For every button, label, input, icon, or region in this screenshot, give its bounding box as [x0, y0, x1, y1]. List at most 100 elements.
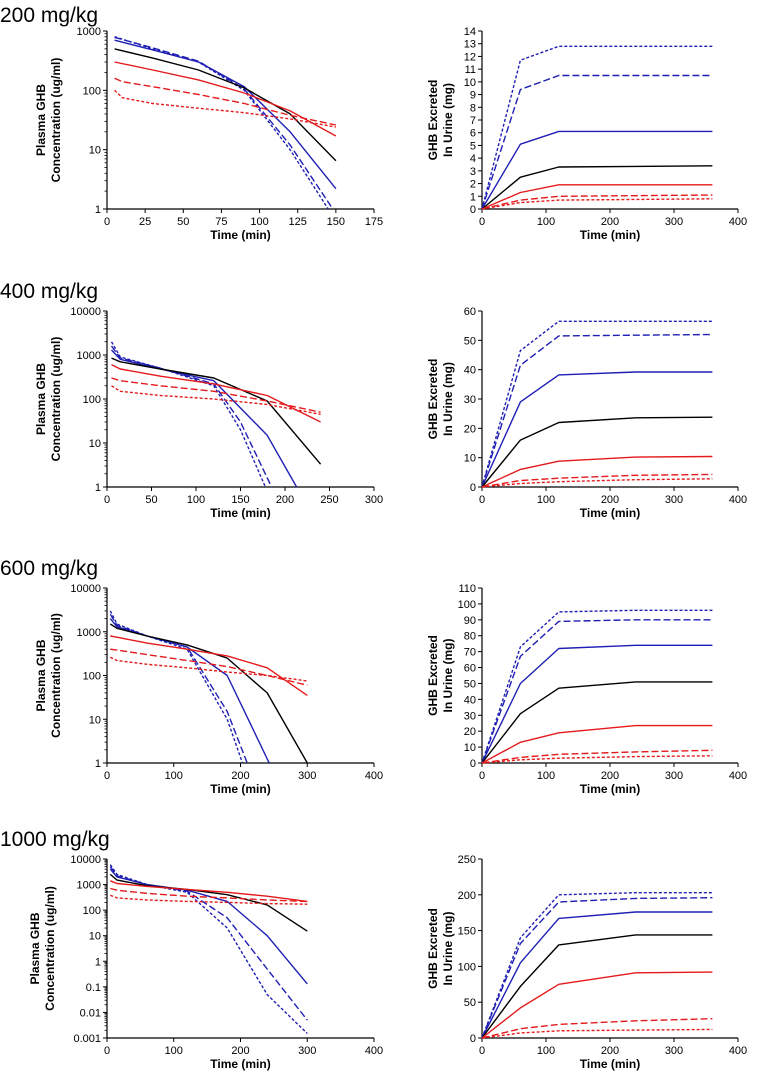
chart-u600: 0 100 200 300 400 0 10 20 30 40 50 60 70 80 90 100 110 Ti… — [426, 583, 747, 796]
series-line-blue-dot — [114, 36, 329, 210]
series-line-blue-dot — [481, 609, 713, 764]
series-line-red-dash — [481, 1018, 713, 1039]
y-tick-label: 0.001 — [73, 1033, 101, 1045]
series-line-red-dash — [110, 887, 308, 903]
y-tick-label: 100 — [83, 85, 101, 97]
x-tick-label: 400 — [729, 494, 747, 506]
y-tick-label: 4 — [470, 153, 476, 165]
y-tick-label: 10 — [464, 453, 476, 465]
y-tick-label: 20 — [464, 423, 476, 435]
y-axis-label: In Urine (mg) — [441, 911, 455, 985]
x-tick-label: 125 — [289, 216, 307, 228]
y-tick-label: 0.01 — [80, 1007, 101, 1019]
x-tick-label: 100 — [537, 494, 555, 506]
y-tick-label: 1 — [95, 482, 101, 494]
series-line-red-dot — [481, 1028, 713, 1039]
y-tick-label: 30 — [464, 394, 476, 406]
series-line-red-dash — [110, 648, 308, 686]
chart-u400: 0 100 200 300 400 0 10 20 30 40 50 60 Time (min) GHB … — [426, 306, 747, 520]
series-line-red-solid — [110, 880, 308, 903]
series-line-red-dot — [114, 89, 337, 128]
y-tick-label: 10000 — [70, 306, 101, 318]
x-tick-label: 400 — [729, 216, 747, 228]
x-tick-label: 200 — [276, 494, 294, 506]
y-axis-label: Plasma GHB — [28, 912, 42, 984]
y-tick-label: 10 — [89, 145, 101, 157]
x-tick-label: 400 — [729, 770, 747, 782]
chart-p200: 0 25 50 75 100 125 150 175 1 10 100 1000 Time (min) P… — [34, 26, 383, 242]
x-tick-label: 100 — [187, 494, 205, 506]
series-line-red-dot — [111, 385, 321, 415]
series-line-red-solid — [481, 971, 713, 1039]
chart-u1000: 0 100 200 300 400 0 50 100 150 200 250 Time (min) GH… — [426, 854, 747, 1071]
x-tick-label: 0 — [479, 216, 485, 228]
y-axis-label: Plasma GHB — [34, 84, 48, 156]
series-line-red-solid — [110, 635, 308, 696]
series-line-red-dash — [111, 377, 321, 413]
x-axis-label: Time (min) — [580, 228, 640, 242]
y-axis-label: Concentration (ug/ml) — [49, 58, 63, 183]
x-tick-label: 200 — [231, 770, 249, 782]
series-line-blue-dot — [481, 320, 713, 488]
y-tick-label: 14 — [464, 26, 476, 38]
y-tick-label: 40 — [464, 365, 476, 377]
x-tick-label: 100 — [537, 216, 555, 228]
y-tick-label: 30 — [464, 710, 476, 722]
y-tick-label: 1 — [95, 204, 101, 216]
series-line-black-solid — [481, 165, 713, 210]
series-line-black-solid — [481, 681, 713, 764]
y-axis-label: In Urine (mg) — [441, 638, 455, 712]
series-line-blue-dash — [481, 333, 713, 488]
y-axis-label: GHB Excreted — [426, 908, 440, 989]
series-line-red-dot — [481, 755, 713, 764]
x-tick-label: 100 — [250, 216, 268, 228]
y-tick-label: 1 — [95, 758, 101, 770]
series-line-black-solid — [111, 357, 322, 465]
x-tick-label: 400 — [729, 1045, 747, 1057]
y-tick-label: 8 — [470, 102, 476, 114]
x-tick-label: 100 — [165, 770, 183, 782]
x-axis-label: Time (min) — [580, 506, 640, 520]
y-tick-label: 11 — [465, 64, 476, 76]
x-axis-label: Time (min) — [210, 782, 270, 796]
y-tick-label: 80 — [464, 631, 476, 643]
y-axis-label: In Urine (mg) — [441, 83, 455, 157]
y-tick-label: 100 — [83, 671, 101, 683]
series-line-red-solid — [481, 455, 713, 488]
y-axis-label: GHB Excreted — [426, 635, 440, 716]
panel-title-600: 600 mg/kg — [0, 557, 98, 580]
y-tick-label: 7 — [470, 115, 476, 127]
x-tick-label: 175 — [365, 216, 383, 228]
y-tick-label: 0 — [470, 758, 476, 770]
x-tick-label: 0 — [479, 1045, 485, 1057]
x-tick-label: 0 — [104, 1045, 110, 1057]
y-tick-label: 90 — [464, 615, 476, 627]
x-axis-label: Time (min) — [210, 1057, 270, 1071]
series-line-red-solid — [111, 364, 321, 423]
x-tick-label: 100 — [537, 770, 555, 782]
x-tick-label: 75 — [215, 216, 227, 228]
panel-title-1000: 1000 mg/kg — [0, 828, 110, 851]
y-axis-label: Concentration (ug/ml) — [49, 337, 63, 462]
series-line-blue-dot — [109, 610, 244, 764]
y-tick-label: 250 — [458, 854, 476, 866]
chart-p1000: 0 100 200 300 400 0.001 0.01 0.1 1 10 100 1000 10000… — [28, 854, 383, 1071]
panel-title-400: 400 mg/kg — [0, 280, 98, 303]
series-line-blue-dash — [110, 345, 273, 488]
y-axis-label: In Urine (mg) — [441, 362, 455, 436]
y-tick-label: 110 — [458, 583, 476, 595]
x-tick-label: 400 — [365, 1045, 383, 1057]
series-line-black-solid — [114, 48, 337, 162]
y-tick-label: 9 — [470, 90, 476, 102]
panel-title-200: 200 mg/kg — [0, 4, 98, 27]
x-tick-label: 0 — [104, 770, 110, 782]
series-line-red-dash — [481, 473, 713, 488]
series-line-red-solid — [481, 184, 713, 210]
series-line-blue-solid — [109, 618, 270, 764]
y-tick-label: 20 — [464, 726, 476, 738]
x-tick-label: 300 — [665, 216, 683, 228]
y-axis-label: Plasma GHB — [34, 363, 48, 435]
y-tick-label: 3 — [470, 166, 476, 178]
x-axis-label: Time (min) — [210, 506, 270, 520]
